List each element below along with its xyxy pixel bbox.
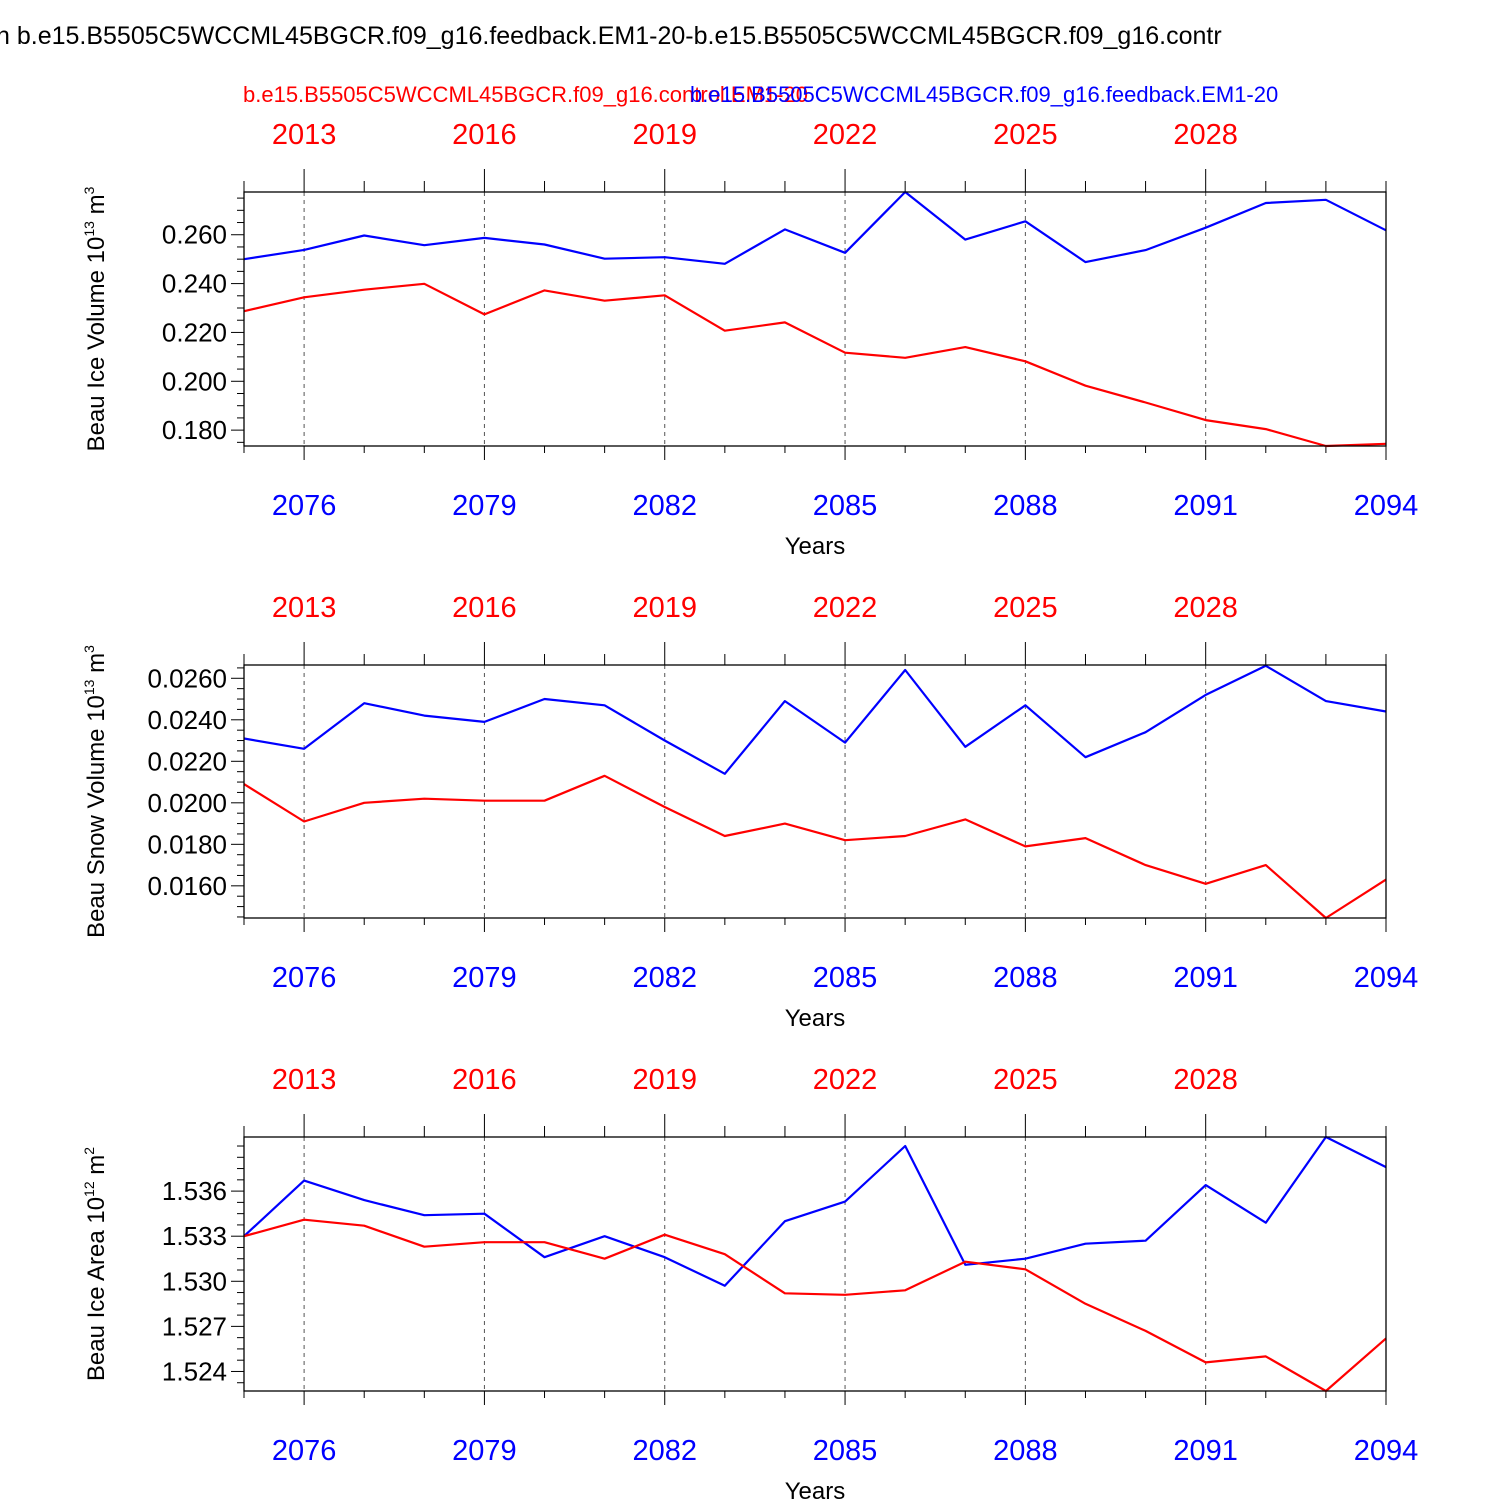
x-tick-label-bottom: 2076	[272, 1435, 337, 1467]
y-axis-title-superscript: 2	[81, 1147, 97, 1155]
y-tick-label: 0.0240	[147, 705, 227, 735]
x-tick-label-bottom: 2076	[272, 962, 337, 994]
x-tick-label-bottom: 2079	[452, 962, 517, 994]
y-axis-title-superscript: 12	[81, 1181, 97, 1197]
chart-panel-3: 1.524 1.527 1.530 1.533 1.536 2076 2079 2082 208…	[81, 1064, 1418, 1500]
y-tick-label: 1.527	[162, 1311, 227, 1341]
x-axis-title: Years	[785, 1005, 846, 1032]
x-tick-label-bottom: 2091	[1173, 962, 1238, 994]
y-tick-label: 0.0200	[147, 788, 227, 818]
x-tick-label-bottom: 2085	[813, 490, 878, 522]
x-tick-label-top: 2016	[452, 119, 517, 151]
plot-frame	[243, 191, 1387, 447]
y-axis-title-superscript: 3	[81, 186, 97, 194]
legend-feedback-label: b.e15.B5505C5WCCML45BGCR.f09_g16.feedbac…	[690, 82, 1279, 107]
y-tick-label: 0.200	[162, 366, 227, 396]
series-line-feedback	[243, 1135, 1387, 1287]
x-tick-label-bottom: 2085	[813, 962, 878, 994]
x-tick-label-bottom: 2088	[993, 1435, 1058, 1467]
y-tick-label: 0.220	[162, 317, 227, 347]
x-tick-label-bottom: 2091	[1173, 490, 1238, 522]
plot-frame	[243, 664, 1387, 919]
y-tick-label: 1.524	[162, 1356, 227, 1386]
series-line-feedback	[243, 190, 1387, 265]
x-tick-label-top: 2022	[813, 592, 878, 624]
y-axis-title-superscript: 13	[81, 679, 97, 695]
x-tick-label-top: 2028	[1173, 592, 1238, 624]
y-tick-label: 1.530	[162, 1266, 227, 1296]
x-tick-label-bottom: 2082	[632, 490, 697, 522]
x-tick-label-bottom: 2091	[1173, 1435, 1238, 1467]
y-tick-label: 0.260	[162, 220, 227, 250]
y-tick-label: 0.0160	[147, 871, 227, 901]
y-axis-title: Beau Ice Area 1012 m2	[81, 1147, 110, 1381]
x-tick-label-top: 2025	[993, 119, 1058, 151]
y-axis-title-part: m	[83, 1155, 110, 1182]
x-tick-label-bottom: 2082	[632, 962, 697, 994]
x-tick-label-bottom: 2079	[452, 1435, 517, 1467]
series-line-control	[243, 282, 1387, 448]
legend-control-label: b.e15.B5505C5WCCML45BGCR.f09_g16.control…	[243, 82, 808, 107]
x-tick-label-top: 2013	[272, 592, 337, 624]
y-tick-label: 0.0220	[147, 746, 227, 776]
x-tick-label-top: 2019	[632, 592, 697, 624]
x-tick-label-top: 2013	[272, 1064, 337, 1096]
y-axis-title: Beau Ice Volume 1013 m3	[81, 186, 110, 451]
x-tick-label-bottom: 2079	[452, 490, 517, 522]
x-tick-label-top: 2016	[452, 592, 517, 624]
chart-panel-1: 0.180 0.200 0.220 0.240 0.260 2076 2079 2082 208…	[81, 119, 1418, 560]
y-axis-title-part: Beau Ice Volume 10	[83, 237, 110, 452]
y-axis-title-part: m	[83, 653, 110, 680]
x-tick-label-top: 2028	[1173, 1064, 1238, 1096]
y-tick-label: 0.180	[162, 415, 227, 445]
chart-panel-2: 0.0160 0.0180 0.0200 0.0220 0.0240 0.0260 2076…	[81, 592, 1418, 1032]
x-tick-label-bottom: 2085	[813, 1435, 878, 1467]
x-tick-label-top: 2022	[813, 1064, 878, 1096]
series-line-feedback	[243, 664, 1387, 775]
x-tick-label-top: 2025	[993, 592, 1058, 624]
x-tick-label-bottom: 2088	[993, 962, 1058, 994]
y-tick-label: 1.533	[162, 1221, 227, 1251]
y-axis-title-superscript: 13	[81, 221, 97, 237]
y-tick-label: 0.0180	[147, 829, 227, 859]
x-tick-label-top: 2019	[632, 119, 697, 151]
x-tick-label-bottom: 2094	[1354, 1435, 1419, 1467]
plot-frame	[243, 1136, 1387, 1392]
y-axis-title-part: Beau Snow Volume 10	[83, 695, 110, 938]
x-tick-label-top: 2016	[452, 1064, 517, 1096]
y-axis-title-superscript: 3	[81, 645, 97, 653]
x-tick-label-top: 2019	[632, 1064, 697, 1096]
y-tick-label: 0.0260	[147, 663, 227, 693]
y-tick-label: 0.240	[162, 269, 227, 299]
x-tick-label-top: 2022	[813, 119, 878, 151]
figure-title: n b.e15.B5505C5WCCML45BGCR.f09_g16.feedb…	[0, 22, 1222, 50]
x-tick-label-bottom: 2082	[632, 1435, 697, 1467]
x-tick-label-top: 2025	[993, 1064, 1058, 1096]
x-tick-label-bottom: 2094	[1354, 490, 1419, 522]
x-tick-label-bottom: 2076	[272, 490, 337, 522]
x-axis-title: Years	[785, 533, 846, 560]
y-tick-label: 1.536	[162, 1176, 227, 1206]
y-axis-title-part: m	[83, 194, 110, 221]
x-axis-title: Years	[785, 1478, 846, 1500]
series-line-control	[243, 774, 1387, 920]
y-axis-title-part: Beau Ice Area 10	[83, 1197, 110, 1381]
y-axis-title: Beau Snow Volume 1013 m3	[81, 645, 110, 938]
series-line-control	[243, 1218, 1387, 1393]
x-tick-label-bottom: 2094	[1354, 962, 1419, 994]
x-tick-label-top: 2013	[272, 119, 337, 151]
x-tick-label-bottom: 2088	[993, 490, 1058, 522]
x-tick-label-top: 2028	[1173, 119, 1238, 151]
